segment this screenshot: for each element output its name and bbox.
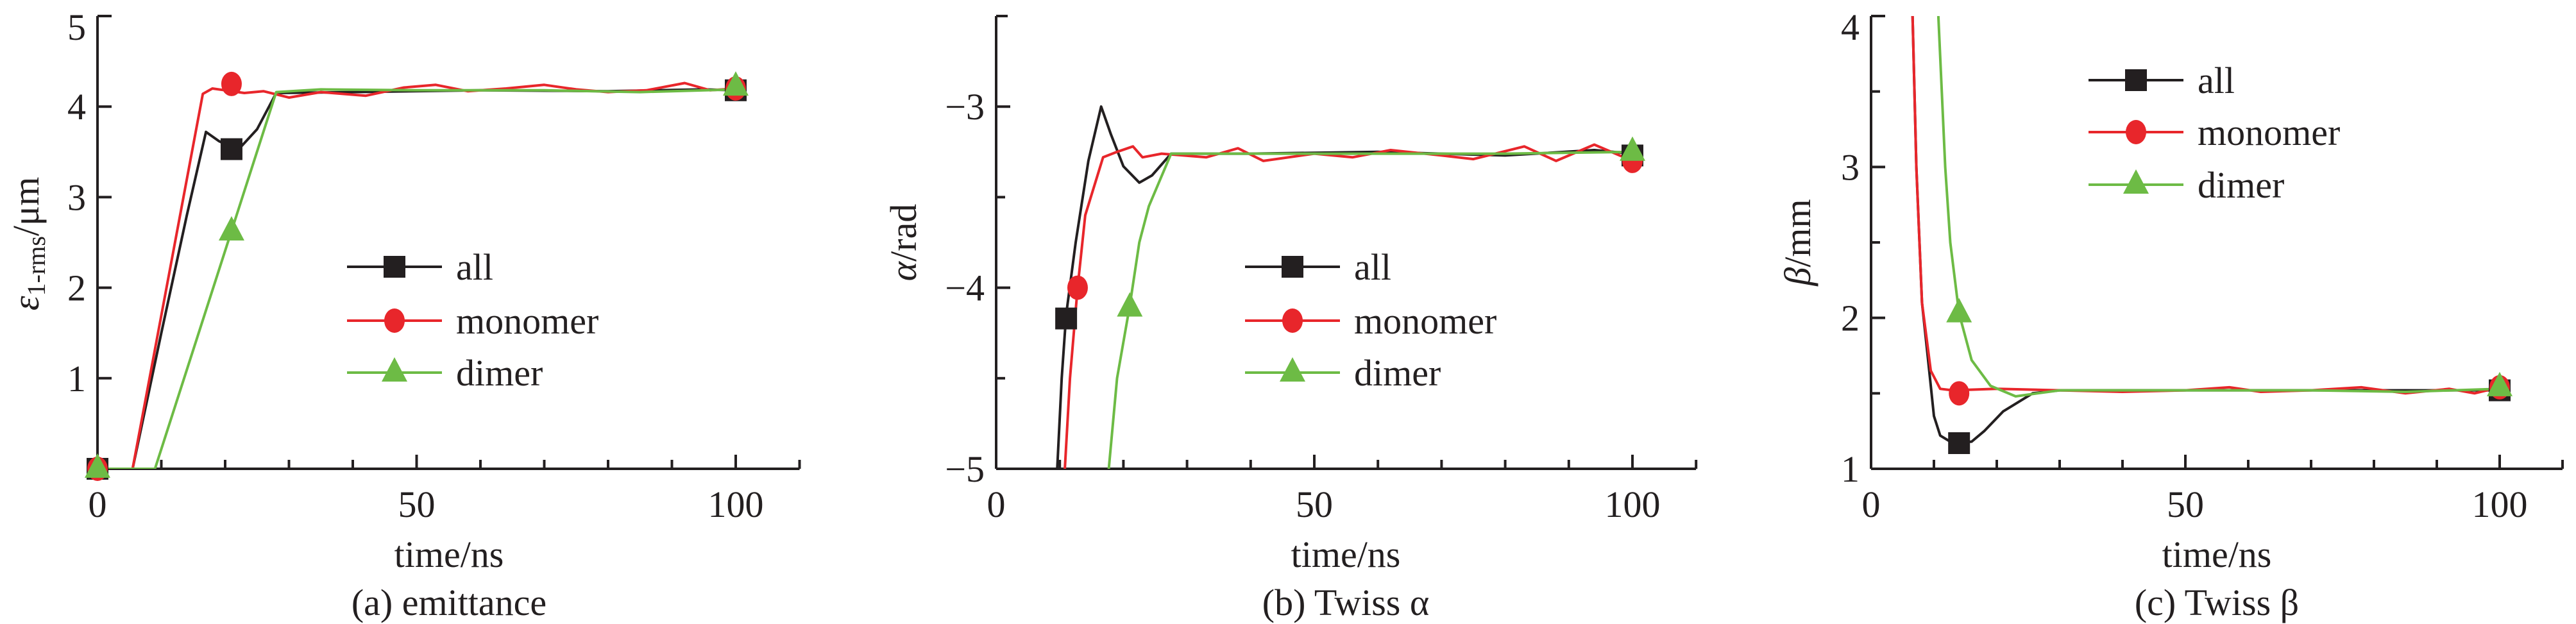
y-tick-label: 2 xyxy=(1841,298,1860,339)
panel-b-ylabel: α/rad xyxy=(883,204,924,282)
ylabel-symbol: α xyxy=(883,260,924,281)
series-line-dimer xyxy=(1936,16,2500,398)
chart-panel-c: 0 50 100 1 2 3 4 all monomer dimer xyxy=(1841,6,2564,525)
ylabel-unit: /rad xyxy=(883,204,924,262)
y-tick-label: 4 xyxy=(1841,6,1860,48)
legend-marker-monomer xyxy=(2126,120,2146,144)
data-marker-all xyxy=(220,138,242,160)
x-tick-label: 100 xyxy=(1605,484,1661,525)
data-marker-dimer xyxy=(1946,298,1972,323)
panel-b-xlabel: time/ns xyxy=(1291,534,1401,575)
y-tick-label: 1 xyxy=(1841,448,1860,490)
panel-a-ylabel: ε1-rms/μm xyxy=(5,177,51,311)
legend-label-dimer: dimer xyxy=(1354,352,1441,394)
ylabel-unit: /μm xyxy=(5,177,47,236)
x-tick-label: 0 xyxy=(987,484,1006,525)
y-tick-label: 1 xyxy=(67,358,86,400)
y-tick-label: −5 xyxy=(945,448,985,490)
x-tick-label: 50 xyxy=(2167,484,2204,525)
x-tick-label: 0 xyxy=(89,484,107,525)
data-marker-dimer xyxy=(723,71,749,96)
ylabel-symbol: β xyxy=(1777,267,1818,287)
legend-label-dimer: dimer xyxy=(2198,164,2284,206)
x-tick-label: 50 xyxy=(398,484,436,525)
series-line-dimer xyxy=(97,88,736,469)
x-tick-label: 100 xyxy=(708,484,764,525)
y-tick-label: 3 xyxy=(67,176,86,218)
panel-c-caption: (c) Twiss β xyxy=(2135,582,2299,623)
legend-marker-all xyxy=(2125,69,2147,91)
legend-marker-monomer xyxy=(384,308,405,333)
legend: all monomer dimer xyxy=(2089,60,2340,206)
legend-label-all: all xyxy=(456,246,493,288)
ylabel-unit: /mm xyxy=(1777,199,1818,267)
legend-marker-dimer xyxy=(2123,169,2149,194)
legend-label-dimer: dimer xyxy=(456,352,543,394)
data-marker-dimer xyxy=(1620,136,1645,161)
legend-label-monomer: monomer xyxy=(456,300,598,342)
panel-a-xlabel: time/ns xyxy=(394,534,504,575)
x-tick-label: 50 xyxy=(1296,484,1333,525)
panel-c-xlabel: time/ns xyxy=(2162,534,2272,575)
chart-panel-b: 0 50 100 −5 −4 −3 all monomer dimer xyxy=(945,15,1698,525)
legend: all monomer dimer xyxy=(347,246,598,394)
legend-label-all: all xyxy=(2198,60,2235,101)
panel-a: time/ns (a) emittance ε1-rms/μm xyxy=(5,177,547,623)
y-tick-label: 4 xyxy=(67,86,86,128)
series-group xyxy=(1056,105,1633,469)
y-tick-label: −3 xyxy=(945,86,985,128)
legend-marker-dimer xyxy=(382,357,407,382)
legend-marker-monomer xyxy=(1282,308,1303,333)
data-marker-dimer xyxy=(2487,371,2512,396)
legend-marker-all xyxy=(384,256,405,278)
y-tick-label: −4 xyxy=(945,267,985,309)
y-tick-label: 3 xyxy=(1841,146,1860,188)
data-marker-monomer xyxy=(221,71,242,96)
ylabel-subscript: 1-rms xyxy=(22,236,51,296)
legend-label-monomer: monomer xyxy=(1354,300,1496,342)
y-tick-label: 2 xyxy=(67,267,86,309)
data-marker-monomer xyxy=(1949,381,1970,406)
panel-c: time/ns (c) Twiss β β/mm xyxy=(1777,199,2299,623)
panel-b: time/ns (b) Twiss α α/rad xyxy=(883,204,1429,623)
series-line-all xyxy=(1056,105,1633,469)
data-marker-dimer xyxy=(1117,292,1143,317)
legend: all monomer dimer xyxy=(1245,246,1496,394)
series-group xyxy=(1911,16,2500,444)
legend-marker-all xyxy=(1282,256,1303,278)
x-tick-label: 100 xyxy=(2472,484,2528,525)
x-tick-label: 0 xyxy=(1862,484,1881,525)
series-line-dimer xyxy=(1107,150,1633,469)
series-line-monomer xyxy=(1063,143,1633,469)
chart-panel-a: 0 50 100 1 2 3 4 5 all monomer dimer xyxy=(67,6,801,525)
legend-label-all: all xyxy=(1354,246,1391,288)
data-marker-all xyxy=(1055,307,1078,330)
panel-c-ylabel: β/mm xyxy=(1777,199,1818,286)
legend-marker-dimer xyxy=(1280,357,1305,382)
series-line-monomer xyxy=(97,81,736,469)
legend-label-monomer: monomer xyxy=(2198,112,2340,153)
panel-a-caption: (a) emittance xyxy=(352,582,547,623)
data-marker-dimer xyxy=(218,216,244,241)
series-group xyxy=(97,81,736,469)
data-marker-all xyxy=(1948,432,1970,454)
data-marker-dimer xyxy=(85,453,110,478)
y-tick-label: 5 xyxy=(67,6,86,48)
panel-b-caption: (b) Twiss α xyxy=(1262,582,1430,623)
data-marker-monomer xyxy=(1067,275,1088,300)
ylabel-symbol: ε xyxy=(5,296,47,310)
